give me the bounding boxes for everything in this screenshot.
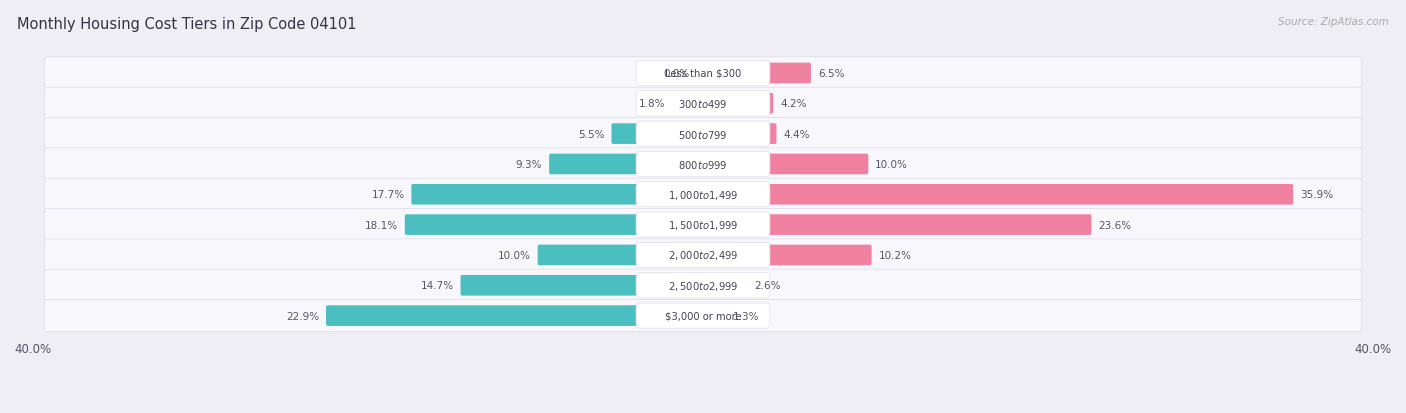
- FancyBboxPatch shape: [45, 209, 1361, 241]
- FancyBboxPatch shape: [702, 275, 747, 296]
- FancyBboxPatch shape: [702, 154, 869, 175]
- FancyBboxPatch shape: [636, 303, 770, 328]
- Text: Monthly Housing Cost Tiers in Zip Code 04101: Monthly Housing Cost Tiers in Zip Code 0…: [17, 17, 356, 31]
- FancyBboxPatch shape: [326, 306, 704, 326]
- Text: Less than $300: Less than $300: [665, 69, 741, 79]
- FancyBboxPatch shape: [702, 306, 725, 326]
- Text: $800 to $999: $800 to $999: [678, 159, 728, 171]
- FancyBboxPatch shape: [672, 94, 704, 114]
- Text: $1,000 to $1,499: $1,000 to $1,499: [668, 188, 738, 201]
- Text: 1.8%: 1.8%: [638, 99, 665, 109]
- Text: 4.2%: 4.2%: [780, 99, 807, 109]
- FancyBboxPatch shape: [702, 124, 776, 145]
- Text: 1.3%: 1.3%: [733, 311, 759, 321]
- FancyBboxPatch shape: [702, 94, 773, 114]
- Text: 35.9%: 35.9%: [1301, 190, 1333, 200]
- Text: $2,000 to $2,499: $2,000 to $2,499: [668, 249, 738, 262]
- FancyBboxPatch shape: [412, 185, 704, 205]
- Text: 10.2%: 10.2%: [879, 250, 911, 260]
- FancyBboxPatch shape: [550, 154, 704, 175]
- Text: 9.3%: 9.3%: [516, 159, 543, 169]
- FancyBboxPatch shape: [636, 273, 770, 298]
- FancyBboxPatch shape: [636, 92, 770, 116]
- Text: 2.6%: 2.6%: [754, 280, 780, 291]
- FancyBboxPatch shape: [702, 185, 1294, 205]
- Text: 0.0%: 0.0%: [664, 69, 690, 79]
- FancyBboxPatch shape: [636, 122, 770, 147]
- Text: 5.5%: 5.5%: [578, 129, 605, 139]
- FancyBboxPatch shape: [45, 118, 1361, 150]
- Text: $500 to $799: $500 to $799: [678, 128, 728, 140]
- FancyBboxPatch shape: [461, 275, 704, 296]
- Text: Source: ZipAtlas.com: Source: ZipAtlas.com: [1278, 17, 1389, 26]
- FancyBboxPatch shape: [636, 243, 770, 268]
- FancyBboxPatch shape: [45, 149, 1361, 180]
- Text: $1,500 to $1,999: $1,500 to $1,999: [668, 218, 738, 232]
- Text: $300 to $499: $300 to $499: [678, 98, 728, 110]
- Text: 40.0%: 40.0%: [1355, 343, 1392, 356]
- Text: 23.6%: 23.6%: [1098, 220, 1132, 230]
- FancyBboxPatch shape: [45, 270, 1361, 301]
- FancyBboxPatch shape: [537, 245, 704, 266]
- Text: 40.0%: 40.0%: [14, 343, 51, 356]
- FancyBboxPatch shape: [405, 215, 704, 235]
- FancyBboxPatch shape: [45, 88, 1361, 120]
- Text: $3,000 or more: $3,000 or more: [665, 311, 741, 321]
- FancyBboxPatch shape: [702, 245, 872, 266]
- FancyBboxPatch shape: [636, 61, 770, 86]
- Text: 17.7%: 17.7%: [371, 190, 405, 200]
- Text: 18.1%: 18.1%: [364, 220, 398, 230]
- FancyBboxPatch shape: [702, 64, 811, 84]
- Text: 10.0%: 10.0%: [498, 250, 531, 260]
- Text: 10.0%: 10.0%: [875, 159, 908, 169]
- FancyBboxPatch shape: [612, 124, 704, 145]
- Text: 14.7%: 14.7%: [420, 280, 454, 291]
- FancyBboxPatch shape: [45, 239, 1361, 271]
- Text: 6.5%: 6.5%: [818, 69, 845, 79]
- Text: 4.4%: 4.4%: [783, 129, 810, 139]
- FancyBboxPatch shape: [636, 152, 770, 177]
- FancyBboxPatch shape: [636, 213, 770, 237]
- FancyBboxPatch shape: [702, 215, 1091, 235]
- Text: 22.9%: 22.9%: [285, 311, 319, 321]
- Text: $2,500 to $2,999: $2,500 to $2,999: [668, 279, 738, 292]
- FancyBboxPatch shape: [636, 182, 770, 207]
- FancyBboxPatch shape: [45, 300, 1361, 332]
- FancyBboxPatch shape: [45, 179, 1361, 211]
- FancyBboxPatch shape: [45, 58, 1361, 90]
